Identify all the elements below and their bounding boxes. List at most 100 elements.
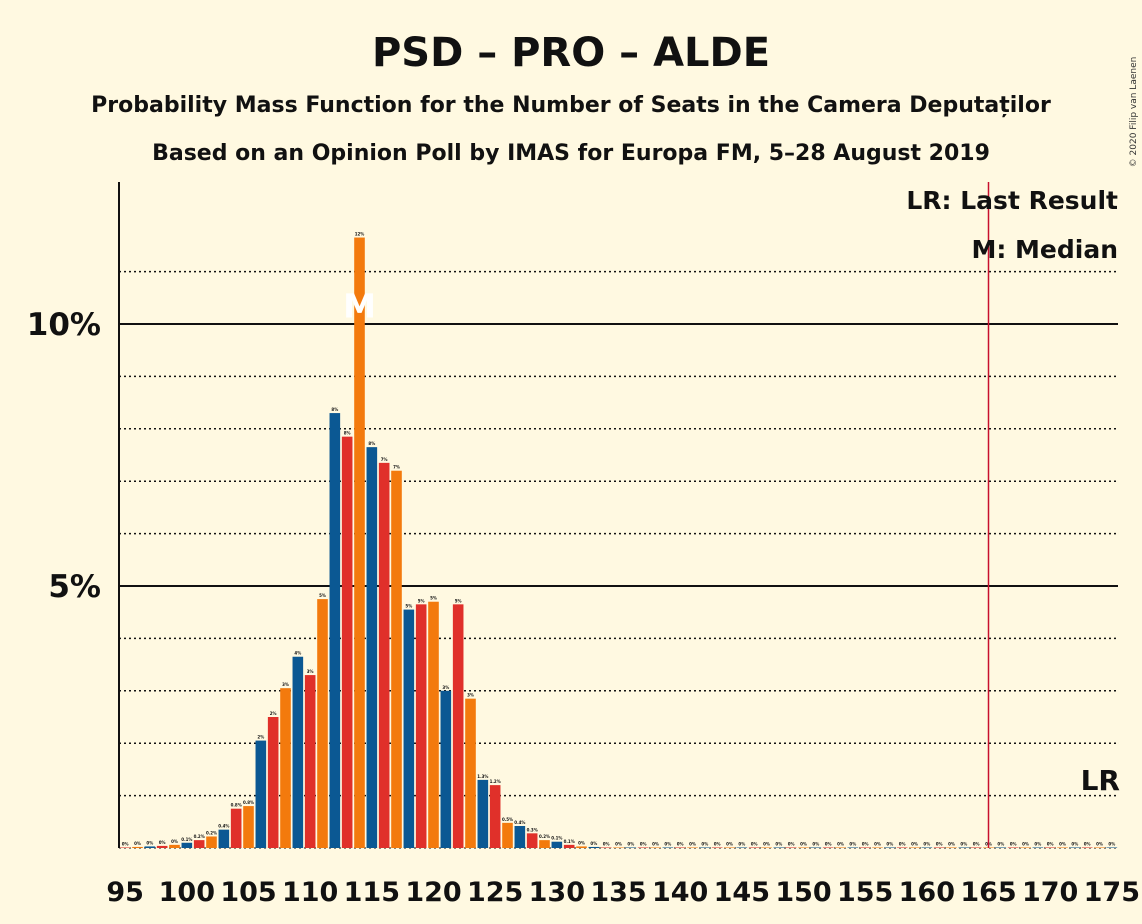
bar-label-seat-129: 0.2% — [539, 834, 550, 839]
bar-label-seat-148: 0% — [775, 841, 782, 846]
bar-seat-172 — [1069, 847, 1081, 848]
bar-seat-166 — [995, 847, 1007, 848]
bar-seat-116 — [378, 462, 390, 848]
bar-label-seat-120: 5% — [430, 596, 437, 601]
bar-label-seat-156: 0% — [874, 841, 881, 846]
bar-seat-149 — [785, 847, 797, 848]
bar-seat-120 — [428, 601, 439, 848]
bar-seat-95 — [119, 847, 131, 848]
bar-seat-123 — [465, 698, 476, 848]
bar-seat-96 — [132, 846, 143, 848]
bar-label-seat-143: 0% — [714, 841, 721, 846]
bar-label-seat-117: 7% — [393, 465, 400, 470]
bars — [119, 237, 1118, 849]
bar-seat-130 — [551, 841, 563, 848]
bar-seat-109 — [292, 656, 304, 848]
bar-label-seat-116: 7% — [381, 457, 388, 462]
bar-label-seat-96: 0% — [134, 841, 141, 846]
bar-seat-146 — [748, 847, 760, 848]
bar-label-seat-162: 0% — [948, 841, 955, 846]
bar-seat-160 — [921, 847, 933, 848]
bar-seat-110 — [304, 675, 316, 848]
x-tick-label: 130 — [529, 877, 585, 908]
bar-seat-124 — [477, 779, 489, 848]
bar-label-seat-136: 0% — [627, 841, 634, 846]
bar-seat-128 — [526, 833, 538, 848]
bar-seat-98 — [156, 845, 168, 848]
y-tick-labels: 5% 10% — [27, 307, 101, 605]
bar-seat-115 — [366, 447, 378, 848]
bar-label-seat-151: 0% — [812, 841, 819, 846]
bar-seat-142 — [699, 847, 711, 848]
bar-label-seat-122: 5% — [455, 598, 462, 603]
bar-seat-145 — [736, 847, 748, 848]
bar-seat-140 — [674, 847, 686, 848]
bar-seat-133 — [588, 846, 600, 848]
bar-seat-125 — [489, 785, 501, 848]
bar-seat-99 — [169, 844, 180, 848]
bar-label-seat-111: 5% — [319, 593, 326, 598]
bar-label-seat-123: 3% — [467, 693, 474, 698]
bar-label-seat-170: 0% — [1047, 841, 1054, 846]
chart-subtitle-line-1: Probability Mass Function for the Number… — [91, 93, 1051, 118]
legend-last-result: LR: Last Result — [906, 186, 1118, 215]
legend-median: M: Median — [971, 235, 1118, 264]
chart-title: PSD – PRO – ALDE — [372, 30, 770, 76]
bar-label-seat-135: 0% — [615, 841, 622, 846]
bar-seat-137 — [637, 847, 649, 848]
bar-label-seat-103: 0.4% — [218, 824, 229, 829]
bar-seat-119 — [415, 604, 427, 848]
bar-seat-150 — [798, 847, 809, 848]
bar-label-seat-133: 0% — [590, 841, 597, 846]
x-tick-label: 145 — [714, 877, 770, 908]
bar-seat-118 — [403, 609, 415, 848]
bar-seat-173 — [1081, 847, 1093, 848]
bar-label-seat-149: 0% — [788, 841, 795, 846]
x-tick-label: 110 — [282, 877, 338, 908]
bar-seat-136 — [625, 847, 637, 848]
bar-label-seat-152: 0% — [825, 841, 832, 846]
bar-label-seat-172: 0% — [1071, 841, 1078, 846]
bar-seat-139 — [662, 847, 674, 848]
bar-seat-169 — [1032, 847, 1044, 848]
bar-label-seat-106: 2% — [257, 735, 264, 740]
bar-seat-154 — [847, 847, 859, 848]
bar-label-seat-173: 0% — [1084, 841, 1091, 846]
bar-label-seat-112: 8% — [331, 407, 338, 412]
bar-seat-168 — [1020, 847, 1031, 848]
bar-seat-152 — [822, 847, 834, 848]
bar-seat-101 — [193, 840, 205, 848]
bar-seat-113 — [341, 436, 353, 848]
bar-label-seat-114: 12% — [355, 232, 365, 237]
bar-label-seat-95: 0% — [122, 841, 129, 846]
bar-seat-129 — [539, 840, 550, 848]
chart-subtitle-line-2: Based on an Opinion Poll by IMAS for Eur… — [152, 141, 990, 166]
bar-label-seat-125: 1.2% — [490, 779, 501, 784]
x-tick-label: 125 — [467, 877, 523, 908]
x-tick-label: 150 — [775, 877, 831, 908]
bar-label-seat-113: 8% — [344, 431, 351, 436]
bar-label-seat-175: 0% — [1108, 841, 1115, 846]
bar-label-seat-140: 0% — [677, 841, 684, 846]
y-tick-label: 5% — [48, 569, 101, 605]
bar-label-seat-153: 0% — [837, 841, 844, 846]
bar-seat-157 — [884, 847, 896, 848]
x-tick-label: 175 — [1084, 877, 1140, 908]
median-marker: M — [343, 287, 376, 326]
x-tick-label: 115 — [344, 877, 400, 908]
bar-seat-141 — [687, 847, 698, 848]
bar-label-seat-168: 0% — [1022, 841, 1029, 846]
bar-label-seat-169: 0% — [1034, 841, 1041, 846]
bar-label-seat-101: 0.2% — [194, 834, 205, 839]
copyright-text: © 2020 Filip van Laenen — [1129, 57, 1139, 168]
bar-seat-163 — [958, 847, 970, 848]
bar-seat-127 — [514, 825, 526, 848]
bar-label-seat-157: 0% — [886, 841, 893, 846]
bar-label-seat-164: 0% — [973, 841, 980, 846]
bar-label-seat-97: 0% — [146, 840, 153, 845]
bar-label-seat-138: 0% — [652, 841, 659, 846]
bar-label-seat-145: 0% — [738, 841, 745, 846]
bar-label-seat-158: 0% — [899, 841, 906, 846]
bar-label-seat-130: 0.1% — [551, 836, 562, 841]
x-tick-label: 155 — [837, 877, 893, 908]
